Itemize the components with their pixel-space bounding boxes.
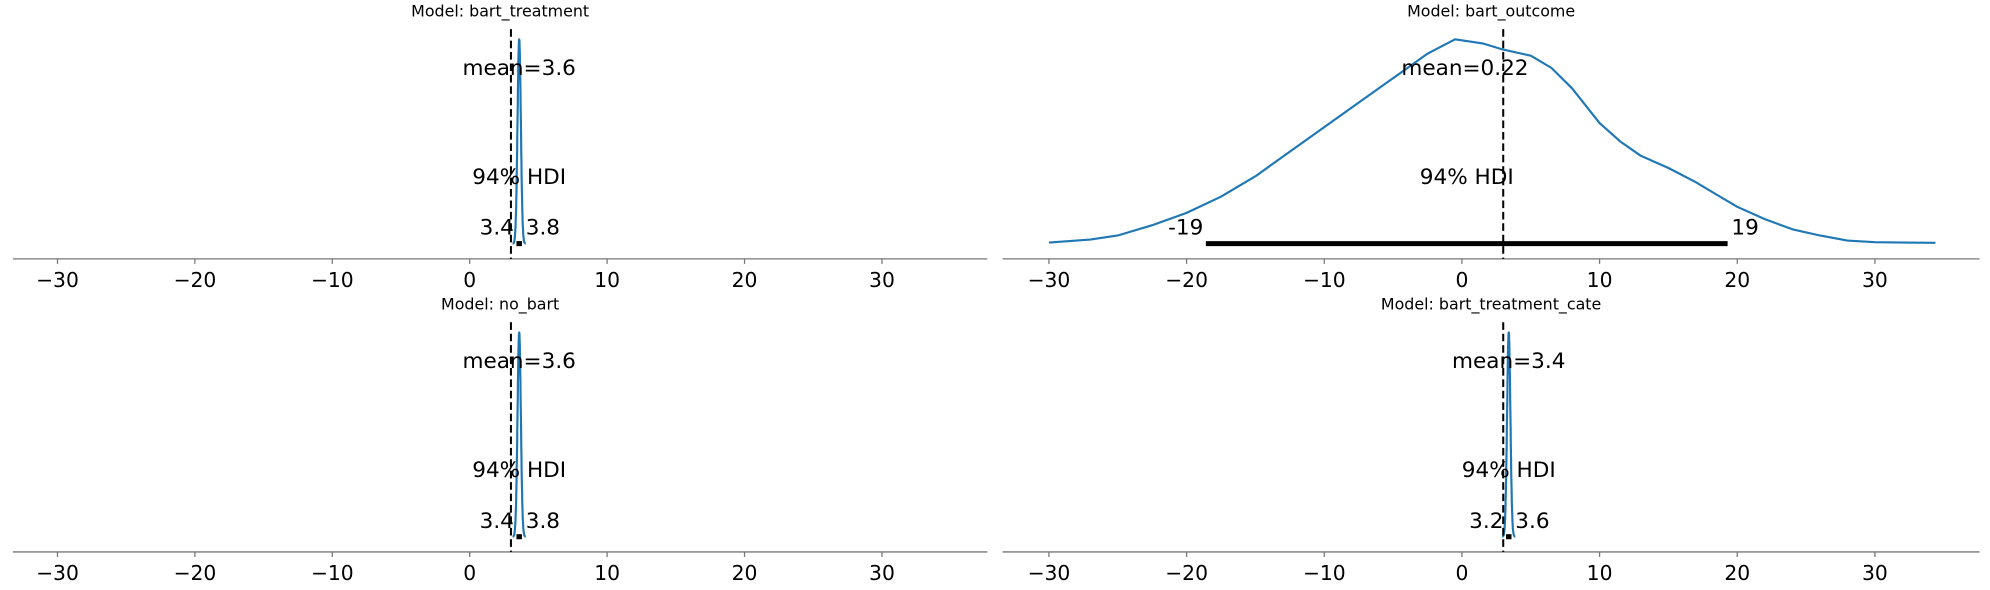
- density-curve: [511, 38, 527, 245]
- subplot-title: Model: bart_treatment_cate: [1381, 295, 1601, 315]
- x-tick-label: −30: [1028, 268, 1071, 292]
- density-curve: [511, 331, 527, 538]
- x-tick-label: −30: [36, 268, 79, 292]
- x-tick-label: 30: [1862, 268, 1888, 292]
- x-tick-label: 20: [732, 561, 758, 585]
- hdi-lower-label: -19: [1168, 216, 1203, 241]
- x-tick-label: 0: [1455, 268, 1468, 292]
- x-tick-label: −20: [173, 561, 216, 585]
- subplot-title: Model: bart_outcome: [1407, 1, 1575, 21]
- x-tick-label: 30: [869, 561, 895, 585]
- x-tick-label: 10: [1587, 268, 1613, 292]
- hdi-lower-label: 3.2: [1469, 509, 1503, 534]
- x-tick-label: 0: [463, 561, 476, 585]
- subplot-4: Model: bart_treatment_cate −30 −20 −10 0 10 20…: [1002, 295, 1980, 585]
- hdi-upper-label: 19: [1731, 216, 1758, 241]
- subplot-title: Model: no_bart: [441, 295, 559, 315]
- x-tick-label: −20: [173, 268, 216, 292]
- hdi-lower-label: 3.4: [480, 509, 514, 534]
- x-tick-label: −30: [36, 561, 79, 585]
- x-tick-label: −10: [311, 268, 354, 292]
- mean-label: mean=0.22: [1401, 56, 1528, 81]
- x-tick-label: 30: [1862, 561, 1888, 585]
- mean-label: mean=3.6: [462, 349, 575, 374]
- x-tick-label: −10: [1303, 268, 1346, 292]
- x-tick-label: 10: [594, 268, 620, 292]
- subplot-1: Model: bart_treatment −30 −20 −10 0 10 20 30 mea…: [12, 1, 988, 292]
- hdi-lower-label: 3.4: [480, 216, 514, 241]
- x-tick-label: −10: [1303, 561, 1346, 585]
- hdi-label: 94% HDI: [1420, 165, 1514, 190]
- hdi-upper-label: 3.8: [526, 216, 560, 241]
- subplot-title: Model: bart_treatment: [411, 1, 589, 21]
- x-tick-label: −20: [1165, 268, 1208, 292]
- density-curve: [1048, 38, 1936, 244]
- mean-label: mean=3.6: [462, 56, 575, 81]
- x-tick-label: 0: [463, 268, 476, 292]
- hdi-upper-label: 3.8: [526, 509, 560, 534]
- subplot-3: Model: no_bart −30 −20 −10 0 10 20 30 mean=3.6 94…: [12, 295, 988, 585]
- hdi-label: 94% HDI: [472, 165, 566, 190]
- density-curve: [1501, 331, 1517, 538]
- x-tick-label: 10: [594, 561, 620, 585]
- mean-label: mean=3.4: [1452, 349, 1565, 374]
- hdi-label: 94% HDI: [1462, 458, 1556, 483]
- x-tick-label: −30: [1028, 561, 1071, 585]
- hdi-label: 94% HDI: [472, 458, 566, 483]
- x-tick-label: −10: [311, 561, 354, 585]
- subplot-2: Model: bart_outcome −30 −20 −10 0 10 20 30 mean=…: [1002, 1, 1980, 292]
- x-tick-label: 10: [1587, 561, 1613, 585]
- x-tick-label: 0: [1455, 561, 1468, 585]
- x-tick-label: −20: [1165, 561, 1208, 585]
- x-tick-label: 20: [732, 268, 758, 292]
- x-tick-label: 20: [1724, 268, 1750, 292]
- x-tick-label: 20: [1724, 561, 1750, 585]
- hdi-upper-label: 3.6: [1515, 509, 1549, 534]
- x-tick-label: 30: [869, 268, 895, 292]
